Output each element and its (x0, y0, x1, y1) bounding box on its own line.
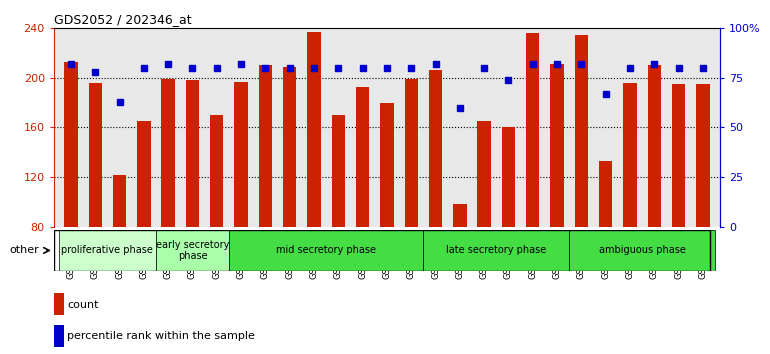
Bar (424, 230, 569, 271)
Bar (54, 293, 63, 315)
Text: early secretory
phase: early secretory phase (156, 240, 229, 261)
Text: late secretory phase: late secretory phase (446, 245, 547, 256)
Bar (186, 80, 199, 227)
Text: percentile rank within the sample: percentile rank within the sample (68, 331, 255, 342)
Bar (574, 34, 588, 227)
Bar (599, 161, 612, 227)
Text: count: count (68, 299, 99, 310)
Bar (624, 83, 637, 227)
Bar (307, 32, 320, 227)
Bar (59, 230, 156, 271)
Bar (89, 83, 102, 227)
Bar (551, 64, 564, 227)
Bar (137, 121, 150, 227)
Bar (113, 175, 126, 227)
Bar (404, 79, 418, 227)
Bar (356, 86, 370, 227)
Bar (229, 230, 424, 271)
Text: mid secretory phase: mid secretory phase (276, 245, 377, 256)
Bar (477, 121, 490, 227)
Bar (259, 65, 272, 227)
Text: other: other (9, 245, 39, 256)
Text: GDS2052 / 202346_at: GDS2052 / 202346_at (54, 13, 192, 26)
Bar (283, 67, 296, 227)
Bar (332, 115, 345, 227)
Bar (429, 70, 442, 227)
Bar (454, 204, 467, 227)
Bar (696, 84, 710, 227)
Bar (156, 230, 229, 271)
Bar (64, 62, 78, 227)
Text: ambiguous phase: ambiguous phase (599, 245, 685, 256)
Bar (380, 103, 393, 227)
Bar (210, 115, 223, 227)
Bar (648, 65, 661, 227)
Bar (234, 81, 248, 227)
Text: proliferative phase: proliferative phase (62, 245, 153, 256)
Bar (162, 79, 175, 227)
Bar (569, 230, 715, 271)
Bar (502, 127, 515, 227)
Bar (54, 325, 63, 347)
Bar (526, 33, 540, 227)
Bar (672, 84, 685, 227)
